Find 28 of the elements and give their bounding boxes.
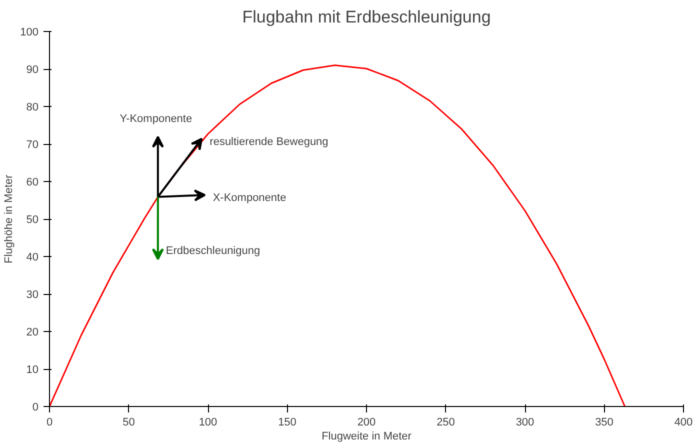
x-tick-label: 200 (357, 416, 376, 428)
y-axis-title: Flughöhe in Meter (3, 174, 16, 264)
x-tick-label: 150 (278, 416, 296, 428)
x-axis-title: Flugweite in Meter (322, 430, 412, 442)
annotation: Erdbeschleunigung (166, 245, 260, 258)
x-tick-label: 0 (46, 416, 53, 428)
x-tick-label: 100 (198, 416, 218, 428)
y-tick-label: 0 (32, 402, 39, 414)
y-tick-label: 80 (26, 102, 39, 114)
annotation: X-Komponente (212, 192, 286, 204)
x-tick-label: 250 (436, 416, 455, 428)
annotation: Y-Komponente (120, 112, 192, 125)
y-tick-label: 40 (26, 252, 39, 264)
x-tick-label: 400 (674, 416, 693, 428)
x-tick-label: 350 (595, 416, 614, 428)
y-tick-label: 20 (26, 326, 39, 338)
x-tick-label: 300 (516, 416, 534, 428)
y-tick-label: 30 (26, 289, 39, 301)
x-tick-label: 50 (122, 416, 135, 428)
y-tick-label: 50 (26, 214, 39, 226)
y-tick-label: 90 (26, 64, 39, 76)
y-tick-label: 60 (26, 176, 39, 188)
chart-title: Flugbahn mit Erdbeschleunigung (242, 8, 491, 26)
y-tick-label: 100 (20, 26, 39, 38)
y-tick-label: 10 (26, 364, 39, 376)
line-series (50, 64, 626, 406)
y-tick-label: 70 (26, 139, 39, 151)
annotation: resultierende Bewegung (210, 136, 328, 148)
